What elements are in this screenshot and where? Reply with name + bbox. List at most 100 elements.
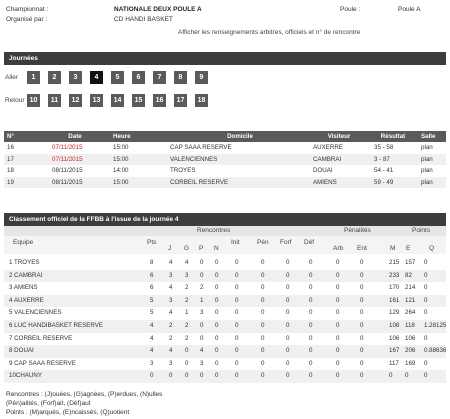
standing-j: 3 [169, 359, 173, 367]
round-button-13[interactable]: 13 [90, 94, 103, 107]
standing-n: 0 [215, 372, 219, 380]
standing-e: 214 [405, 284, 416, 292]
plan-link[interactable]: plan [421, 144, 433, 151]
standing-pts: 6 [150, 284, 154, 292]
round-button-8[interactable]: 8 [174, 71, 187, 84]
standing-arb: 0 [336, 309, 340, 317]
standing-p: 3 [200, 309, 204, 317]
standing-def: 0 [309, 309, 313, 317]
legend-line-3: Points : (M)arqués, (E)ncaissés, (Q)uoti… [6, 409, 130, 416]
round-button-11[interactable]: 11 [48, 94, 61, 107]
round-button-4[interactable]: 4 [90, 71, 103, 84]
round-button-17[interactable]: 17 [174, 94, 187, 107]
round-button-1[interactable]: 1 [27, 71, 40, 84]
organizer-value: CD HANDI BASKET [114, 16, 173, 23]
match-home: VALENCIENNES [170, 153, 310, 165]
standing-def: 0 [309, 322, 313, 329]
standing-j: 4 [169, 284, 173, 292]
standing-def: 0 [309, 259, 313, 266]
round-button-14[interactable]: 14 [111, 94, 124, 107]
standing-q: 0 [424, 334, 428, 342]
aller-label: Aller [5, 74, 19, 81]
round-button-18[interactable]: 18 [195, 94, 208, 107]
plan-link[interactable]: plan [418, 153, 446, 165]
standing-p: 0 [200, 271, 204, 279]
round-button-9[interactable]: 9 [195, 71, 208, 84]
plan-link[interactable]: plan [421, 167, 433, 174]
standing-n: 0 [215, 284, 219, 292]
details-link[interactable]: Afficher les renseignements arbitres, of… [178, 29, 361, 36]
standing-m: 233 [389, 271, 400, 279]
p-col: P [199, 245, 204, 252]
round-button-15[interactable]: 15 [132, 94, 145, 107]
match-result: 3 - 87 [368, 153, 418, 165]
standing-init: 0 [235, 372, 239, 380]
standing-forf: 0 [286, 296, 290, 304]
standing-arb: 0 [336, 347, 340, 355]
standing-init: 0 [235, 271, 239, 279]
standing-team: 6 LUC HANDIBASKET RESERVE [9, 322, 103, 329]
match-row: 16 07/11/2015 15:00 CAP SAAA RESERVE AUXERRE… [4, 142, 446, 154]
standing-n: 0 [215, 322, 219, 329]
round-button-7[interactable]: 7 [153, 71, 166, 84]
forf-col: Forf [280, 239, 292, 246]
standings-column-header: Equipe Pts J G P N Init Pén Forf Déf Arb… [4, 236, 446, 254]
standing-pen: 0 [261, 322, 265, 329]
standing-forf: 0 [286, 372, 290, 380]
match-away: DOUAI [313, 167, 333, 174]
standing-forf: 0 [286, 309, 290, 317]
round-button-5[interactable]: 5 [111, 71, 124, 84]
q-col: Q [429, 245, 435, 252]
standing-team: 5 VALENCIENNES [9, 309, 62, 317]
standing-init: 0 [235, 259, 239, 266]
col-time: Heure [110, 131, 170, 142]
standing-n: 0 [215, 359, 219, 367]
match-away: AMIENS [310, 176, 368, 188]
arb-col: Arb [333, 245, 344, 252]
standing-e: 206 [405, 347, 416, 355]
round-button-10[interactable]: 10 [27, 94, 40, 107]
standing-arb: 0 [336, 359, 340, 367]
standing-ent: 0 [360, 359, 364, 367]
round-button-3[interactable]: 3 [69, 71, 82, 84]
match-away: AUXERRE [313, 144, 343, 151]
standing-j: 0 [169, 372, 173, 380]
standing-row: 9 CAP SAAA RESERVE 3 3 0 3 0 0 0 0 0 0 0 117 169 0 [4, 358, 446, 371]
standing-forf: 0 [286, 347, 290, 355]
pen-col: Pén [257, 239, 269, 246]
match-time: 15:00 [110, 176, 170, 188]
standing-team: 9 CAP SAAA RESERVE [9, 359, 76, 367]
match-date: 07/11/2015 [52, 144, 83, 151]
rencontres-group-label: Rencontres [197, 227, 231, 234]
standing-m: 167 [389, 347, 400, 355]
standing-g: 2 [185, 322, 189, 329]
match-away: CAMBRAI [310, 153, 368, 165]
standing-p: 0 [200, 372, 204, 380]
penalites-group-label: Pénalités [344, 227, 371, 234]
standing-row: 6 LUC HANDIBASKET RESERVE 4 2 2 0 0 0 0 0 0 0 0 108 1… [4, 320, 446, 333]
def-col: Déf [304, 239, 315, 246]
round-button-2[interactable]: 2 [48, 71, 61, 84]
standing-team: 4 AUXERRE [9, 296, 44, 304]
standing-pen: 0 [261, 372, 265, 380]
round-button-16[interactable]: 16 [153, 94, 166, 107]
round-button-6[interactable]: 6 [132, 71, 145, 84]
match-result: 59 - 49 [368, 176, 418, 188]
e-col: E [406, 245, 411, 252]
standings-header: Classement officiel de la FFBB à l'issue… [4, 213, 446, 226]
standing-row: 4 AUXERRE 5 3 2 1 0 0 0 0 0 0 0 161 121 0 [4, 294, 446, 308]
standing-row: 2 CAMBRAI 6 3 3 0 0 0 0 0 0 0 0 233 82 0 [4, 269, 446, 283]
rounds-header: Journées [4, 52, 446, 65]
standing-team: 1 TROYES [9, 259, 40, 266]
match-time: 15:00 [113, 144, 129, 151]
standing-q: 0.88636 [424, 347, 447, 355]
standing-m: 117 [389, 359, 399, 367]
plan-link[interactable]: plan [418, 176, 446, 188]
standing-pen: 0 [261, 309, 265, 317]
round-button-12[interactable]: 12 [69, 94, 82, 107]
standing-def: 0 [309, 372, 313, 380]
ent-col: Ent [357, 245, 367, 252]
standing-p: 3 [200, 359, 204, 367]
standing-q: 0 [424, 296, 428, 304]
standing-init: 0 [235, 309, 239, 317]
